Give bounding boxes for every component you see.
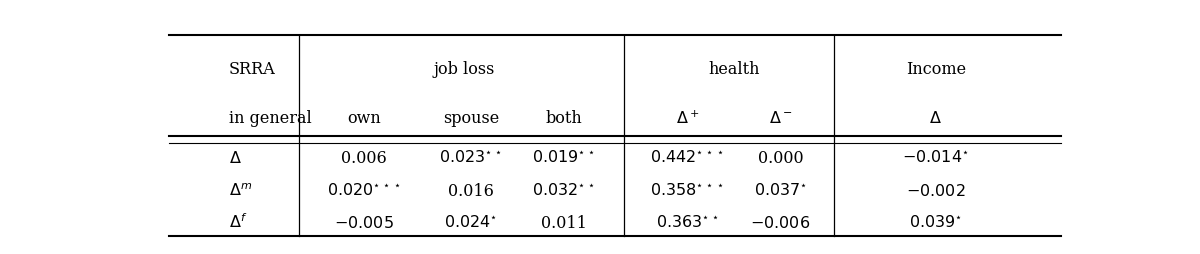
Text: $\Delta^-$: $\Delta^-$ <box>769 110 792 127</box>
Text: $0.037^{\star}$: $0.037^{\star}$ <box>754 182 808 199</box>
Text: $0.363^{\star\star}$: $0.363^{\star\star}$ <box>656 214 719 231</box>
Text: spouse: spouse <box>443 110 499 127</box>
Text: both: both <box>546 110 582 127</box>
Text: $0.358^{\star\star\star}$: $0.358^{\star\star\star}$ <box>650 182 725 199</box>
Text: $\Delta^f$: $\Delta^f$ <box>229 213 247 231</box>
Text: $0.024^{\star}$: $0.024^{\star}$ <box>444 214 498 231</box>
Text: $0.442^{\star\star\star}$: $0.442^{\star\star\star}$ <box>650 149 725 166</box>
Text: 0.000: 0.000 <box>757 149 803 166</box>
Text: own: own <box>347 110 380 127</box>
Text: $0.019^{\star\star}$: $0.019^{\star\star}$ <box>533 149 595 166</box>
Text: $\Delta^+$: $\Delta^+$ <box>676 110 700 127</box>
Text: $0.020^{\star\star\star}$: $0.020^{\star\star\star}$ <box>326 182 401 199</box>
Text: Income: Income <box>906 61 966 78</box>
Text: $\Delta$: $\Delta$ <box>930 110 942 127</box>
Text: health: health <box>708 61 760 78</box>
Text: $-0.006$: $-0.006$ <box>750 214 811 231</box>
Text: SRRA: SRRA <box>229 61 276 78</box>
Text: in general: in general <box>229 110 312 127</box>
Text: 0.016: 0.016 <box>448 182 493 199</box>
Text: 0.006: 0.006 <box>341 149 386 166</box>
Text: $-0.014^{\star}$: $-0.014^{\star}$ <box>902 149 970 166</box>
Text: $\Delta$: $\Delta$ <box>229 149 242 166</box>
Text: job loss: job loss <box>433 61 494 78</box>
Text: $-0.002$: $-0.002$ <box>906 182 966 199</box>
Text: 0.011: 0.011 <box>541 214 587 231</box>
Text: $\Delta^m$: $\Delta^m$ <box>229 182 252 199</box>
Text: $0.032^{\star\star}$: $0.032^{\star\star}$ <box>533 182 595 199</box>
Text: $0.039^{\star}$: $0.039^{\star}$ <box>910 214 962 231</box>
Text: $0.023^{\star\star}$: $0.023^{\star\star}$ <box>439 149 503 166</box>
Text: $-0.005$: $-0.005$ <box>334 214 394 231</box>
